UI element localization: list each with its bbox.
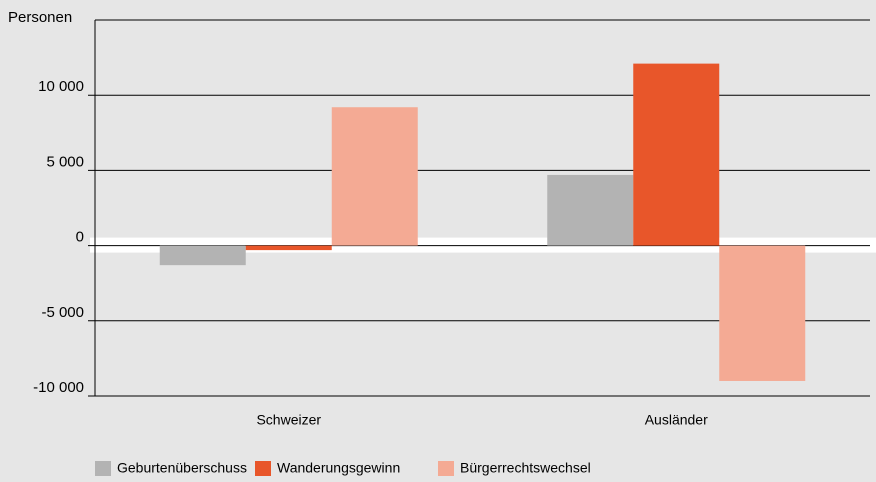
legend-swatch [438,461,454,476]
y-tick-label: 10 000 [38,78,84,95]
bar [633,63,720,246]
legend-label: Geburtenüberschuss [117,460,247,476]
legend-swatch [95,461,111,476]
x-tick-label: Ausländer [645,412,708,428]
y-tick-label: 0 [76,229,84,246]
y-tick-label: 5 000 [46,153,84,170]
bar [245,245,332,251]
y-tick-label: -10 000 [33,379,84,396]
bar [331,107,418,246]
legend-swatch [255,461,271,476]
y-tick-label: -5 000 [41,304,84,321]
legend-label: Wanderungsgewinn [277,460,400,476]
y-axis-label: Personen [8,9,72,26]
bar [547,174,634,246]
bar [719,245,806,381]
bar [159,245,246,266]
x-tick-label: Schweizer [256,412,321,428]
legend-label: Bürgerrechtswechsel [460,460,591,476]
